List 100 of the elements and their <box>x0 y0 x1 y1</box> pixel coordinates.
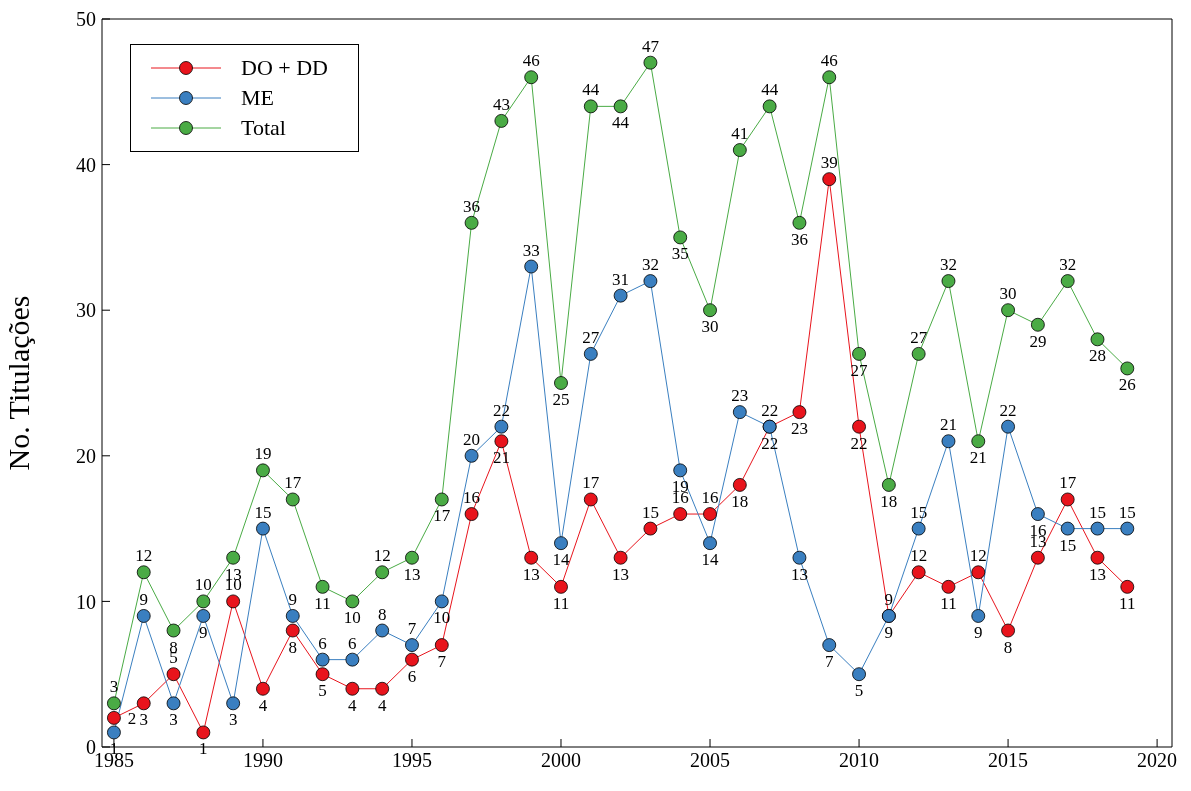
data-label: 17 <box>433 506 451 526</box>
x-tick-label: 2005 <box>690 749 731 772</box>
data-label: 47 <box>641 36 660 56</box>
y-tick-label: 40 <box>76 153 96 176</box>
data-label: 5 <box>854 681 864 701</box>
data-label: 43 <box>492 94 510 114</box>
data-label: 32 <box>1059 255 1077 275</box>
data-label: 21 <box>939 415 957 435</box>
data-label: 36 <box>790 229 808 249</box>
data-label: 35 <box>671 244 689 264</box>
legend-label: ME <box>241 85 274 111</box>
data-label: 11 <box>552 593 570 613</box>
data-label: 29 <box>1029 331 1047 351</box>
data-label: 46 <box>522 51 540 71</box>
data-label: 22 <box>492 400 510 420</box>
legend-label: DO + DD <box>241 55 328 81</box>
data-label: 3 <box>109 677 119 697</box>
data-label: 44 <box>612 113 630 133</box>
data-label: 7 <box>437 652 447 672</box>
data-label: 22 <box>761 433 779 453</box>
data-label: 44 <box>582 80 600 100</box>
data-label: 15 <box>1118 502 1136 522</box>
data-label: 16 <box>463 488 481 508</box>
data-label: 12 <box>969 546 987 566</box>
data-label: 11 <box>1119 593 1136 613</box>
data-label: 11 <box>314 593 331 613</box>
data-label: 8 <box>377 604 387 624</box>
data-label: 6 <box>348 633 357 653</box>
data-label: 19 <box>254 444 272 464</box>
data-label: 27 <box>910 327 928 347</box>
data-label: 9 <box>974 622 983 642</box>
data-label: 14 <box>701 550 720 570</box>
data-label: 13 <box>522 564 540 584</box>
data-label: 12 <box>373 546 391 566</box>
data-label: 21 <box>969 448 987 468</box>
data-label: 11 <box>940 593 957 613</box>
data-label: 27 <box>582 327 600 347</box>
data-label: 10 <box>433 608 451 628</box>
data-label: 7 <box>407 619 417 639</box>
data-label: 30 <box>999 284 1017 304</box>
data-label: 30 <box>701 317 719 337</box>
data-label: 8 <box>288 637 297 657</box>
data-label: 17 <box>284 473 302 493</box>
data-label: 4 <box>258 695 268 715</box>
x-tick-label: 2000 <box>541 749 581 772</box>
y-tick-label: 50 <box>76 8 96 31</box>
data-label: 14 <box>552 550 570 570</box>
data-label: 9 <box>199 622 208 642</box>
data-label: 13 <box>790 564 808 584</box>
data-label: 7 <box>824 652 834 672</box>
data-label: 4 <box>348 695 358 715</box>
data-label: 9 <box>884 589 894 609</box>
data-label: 28 <box>1088 346 1106 366</box>
data-label: 15 <box>910 502 928 522</box>
data-label: 4 <box>377 695 387 715</box>
data-label: 9 <box>139 589 148 609</box>
data-label: 41 <box>731 124 749 144</box>
data-label: 23 <box>731 386 749 406</box>
data-label: 8 <box>1003 637 1013 657</box>
data-label: 2 <box>127 708 137 728</box>
y-tick-label: 10 <box>76 590 96 613</box>
data-label: 3 <box>228 710 238 730</box>
data-label: 46 <box>820 51 838 71</box>
data-label: 6 <box>407 666 417 686</box>
x-tick-label: 1990 <box>242 749 283 772</box>
data-label: 13 <box>612 564 630 584</box>
data-label: 26 <box>1118 375 1136 395</box>
data-label: 12 <box>910 546 928 566</box>
legend-label: Total <box>241 115 286 141</box>
data-label: 32 <box>641 255 659 275</box>
data-label: 13 <box>1088 564 1106 584</box>
data-label: 17 <box>582 473 600 493</box>
data-label: 9 <box>884 622 894 642</box>
data-label: 3 <box>139 710 148 730</box>
data-label: 22 <box>850 433 868 453</box>
data-label: 6 <box>318 633 327 653</box>
data-label: 18 <box>880 491 898 511</box>
data-label: 32 <box>939 255 957 275</box>
x-tick-label: 2015 <box>988 749 1029 772</box>
data-label: 5 <box>318 681 327 701</box>
data-label: 12 <box>135 546 153 566</box>
data-label: 20 <box>463 429 481 449</box>
data-label: 36 <box>463 196 481 216</box>
data-label: 10 <box>343 608 361 628</box>
x-tick-label: 1995 <box>391 749 432 772</box>
data-label: 10 <box>194 575 212 595</box>
data-label: 15 <box>1088 502 1106 522</box>
data-label: 15 <box>641 502 659 522</box>
data-label: 1 <box>199 739 208 759</box>
y-axis-title: No. Titulações <box>1 295 35 471</box>
y-tick-label: 0 <box>86 736 96 759</box>
x-tick-label: 2020 <box>1137 749 1178 772</box>
data-label: 44 <box>761 80 779 100</box>
data-label: 16 <box>701 488 719 508</box>
data-label: 31 <box>612 269 630 289</box>
data-label: 15 <box>1059 535 1077 555</box>
data-label: 22 <box>999 400 1017 420</box>
data-label: 25 <box>552 390 570 409</box>
y-tick-label: 30 <box>76 299 96 322</box>
data-label: 13 <box>403 564 421 584</box>
